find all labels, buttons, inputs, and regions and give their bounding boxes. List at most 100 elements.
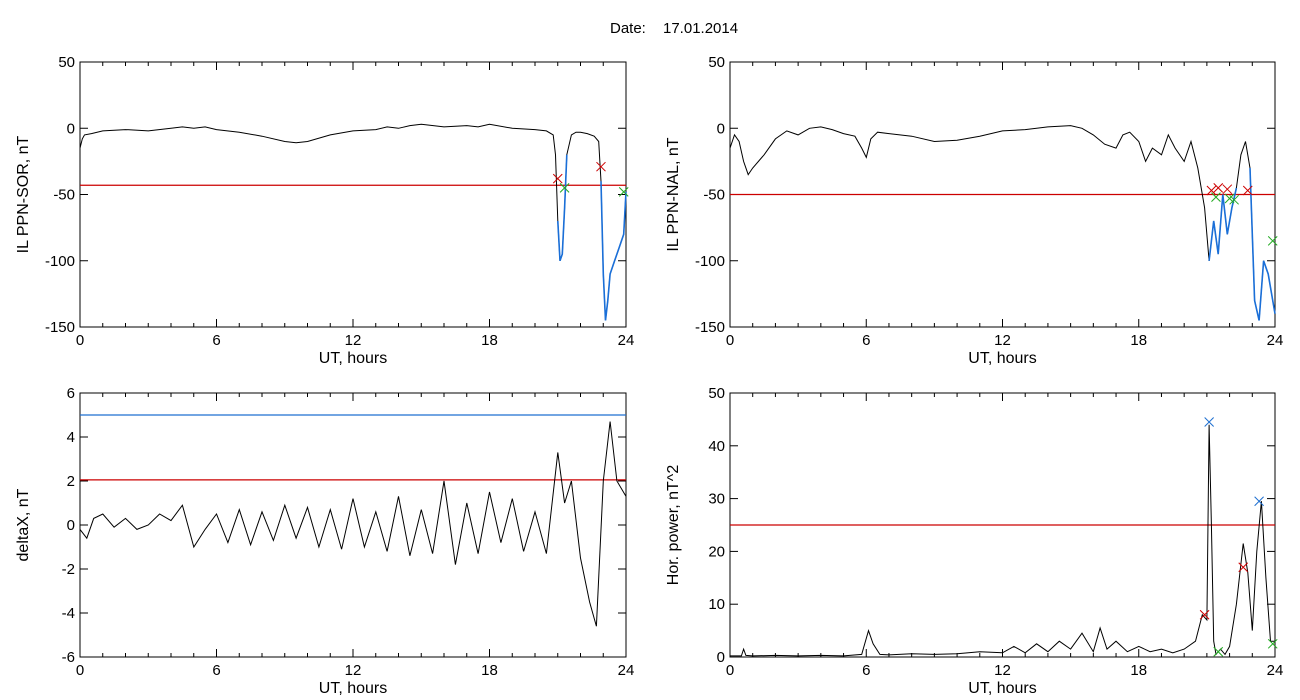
- panel-deltax: 0 6 12 18 24 6 4 2 0 -2 -4 -6 UT, hours deltaX, nT: [15, 385, 634, 697]
- x-tick-label: 6: [862, 662, 870, 679]
- y-tick-label: 0: [67, 517, 75, 534]
- marker-green-stroke-b: [1267, 236, 1278, 246]
- marker-red-stroke-b: [1242, 185, 1253, 196]
- series-line: [729, 125, 1276, 321]
- x-tick-label: 0: [726, 662, 734, 679]
- date-label: Date:: [610, 20, 646, 37]
- marker-green: [618, 186, 629, 197]
- y-tick-label: 50: [708, 385, 725, 402]
- y-axis-label: deltaX, nT: [15, 488, 32, 561]
- y-tick-label: 0: [717, 120, 725, 137]
- marker-blue-stroke-b: [1204, 417, 1214, 427]
- y-tick-label: -50: [53, 187, 75, 204]
- y-tick-label: 6: [67, 385, 75, 402]
- y-tick-label: -50: [703, 187, 725, 204]
- plot-frame: [79, 61, 627, 328]
- y-tick-label: 50: [708, 54, 725, 71]
- series-line: [79, 421, 627, 627]
- y-tick-label: 10: [708, 596, 725, 613]
- marker-blue: [1204, 417, 1214, 427]
- marker-green-stroke-b: [1213, 646, 1224, 657]
- highlight-segment: [1208, 187, 1238, 261]
- plot-frame: [79, 392, 627, 658]
- x-tick-label: 0: [76, 332, 84, 349]
- y-axis-label: IL PPN-SOR, nT: [15, 135, 32, 253]
- panel-hor-power: 0 6 12 18 24 50 40 30 20 10 0 UT, hours Hor. power, …: [665, 385, 1283, 697]
- y-tick-label: -2: [62, 561, 75, 578]
- series-line: [730, 424, 1275, 657]
- series-line: [79, 123, 627, 321]
- marker-green-stroke-b: [618, 186, 629, 197]
- y-tick-label: 20: [708, 543, 725, 560]
- marker-red-stroke-b: [1238, 562, 1249, 573]
- marker-red: [1213, 183, 1224, 193]
- marker-red-stroke-b: [1222, 184, 1233, 195]
- marker-green: [559, 183, 570, 193]
- y-tick-label: -100: [45, 253, 75, 270]
- y-axis-label: IL PPN-NAL, nT: [665, 137, 682, 251]
- x-tick-label: 18: [481, 662, 498, 679]
- marker-green: [1267, 638, 1278, 649]
- marker-red: [1238, 562, 1249, 573]
- x-axis-label: UT, hours: [968, 350, 1036, 367]
- highlight-segment: [600, 181, 627, 321]
- marker-blue: [1254, 496, 1264, 507]
- y-tick-label: 4: [67, 429, 75, 446]
- y-tick-label: -100: [695, 253, 725, 270]
- x-axis-label: UT, hours: [319, 350, 387, 367]
- y-axis-label: Hor. power, nT^2: [665, 465, 682, 586]
- x-tick-label: 6: [212, 332, 220, 349]
- y-tick-label: -6: [62, 649, 75, 666]
- date-value: 17.01.2014: [663, 20, 738, 37]
- x-tick-label: 18: [481, 332, 498, 349]
- x-tick-label: 24: [1267, 662, 1284, 679]
- marker-red-stroke-b: [1206, 185, 1217, 196]
- panel-il-ppn-nal: 0 6 12 18 24 50 0 -50 -100 -150 UT, hours IL PPN-NA…: [665, 54, 1283, 367]
- x-tick-label: 12: [345, 332, 362, 349]
- y-tick-label: 30: [708, 491, 725, 508]
- marker-green-stroke-b: [1224, 193, 1235, 204]
- x-tick-label: 0: [76, 662, 84, 679]
- marker-red-stroke-b: [552, 173, 563, 184]
- x-tick-label: 24: [1267, 332, 1284, 349]
- x-tick-label: 24: [618, 332, 635, 349]
- marker-red-stroke-b: [596, 161, 606, 172]
- y-tick-label: 0: [717, 649, 725, 666]
- y-tick-label: -150: [695, 319, 725, 336]
- x-tick-label: 18: [1130, 332, 1147, 349]
- x-tick-label: 12: [994, 332, 1011, 349]
- marker-red: [1206, 185, 1217, 196]
- marker-green-stroke-b: [559, 183, 570, 193]
- y-tick-label: -4: [62, 605, 75, 622]
- highlight-segment: [557, 154, 568, 262]
- marker-green-stroke-b: [1229, 194, 1239, 205]
- y-tick-label: 2: [67, 473, 75, 490]
- marker-red-stroke-b: [1213, 183, 1224, 193]
- x-axis-label: UT, hours: [968, 680, 1036, 697]
- x-tick-label: 12: [345, 662, 362, 679]
- y-tick-label: 50: [58, 54, 75, 71]
- x-tick-label: 6: [212, 662, 220, 679]
- marker-green-stroke-b: [1267, 638, 1278, 649]
- y-tick-label: -150: [45, 319, 75, 336]
- marker-red: [596, 161, 606, 172]
- x-tick-label: 0: [726, 332, 734, 349]
- panel-il-ppn-sor: 0 6 12 18 24 50 0 -50 -100 -150 UT, hours IL PPN-SO…: [15, 54, 634, 367]
- marker-green: [1211, 192, 1221, 203]
- marker-green: [1267, 236, 1278, 246]
- x-axis-label: UT, hours: [319, 680, 387, 697]
- x-tick-label: 6: [862, 332, 870, 349]
- highlight-segment: [1249, 167, 1276, 321]
- marker-green-stroke-b: [1211, 192, 1221, 203]
- marker-red: [1242, 185, 1253, 196]
- marker-red: [1222, 184, 1233, 195]
- marker-blue-stroke-b: [1254, 496, 1264, 507]
- y-tick-label: 40: [708, 438, 725, 455]
- marker-red: [1199, 609, 1210, 620]
- marker-green: [1213, 646, 1224, 657]
- marker-red-stroke-b: [1199, 609, 1210, 620]
- marker-red: [552, 173, 563, 184]
- x-tick-label: 18: [1130, 662, 1147, 679]
- y-tick-label: 0: [67, 120, 75, 137]
